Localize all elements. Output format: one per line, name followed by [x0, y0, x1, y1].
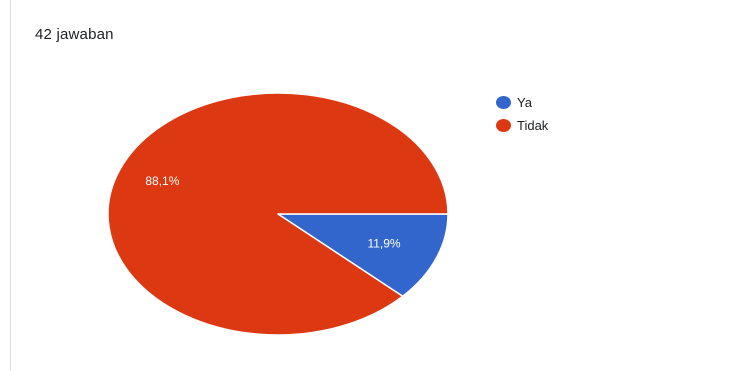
response-count: 42 jawaban: [35, 26, 114, 43]
pie-slice-ya[interactable]: [277, 213, 449, 298]
pie-slice-label-tidak: 88,1%: [145, 174, 179, 188]
legend-item-tidak[interactable]: Tidak: [496, 114, 548, 137]
legend-label-ya: Ya: [517, 95, 532, 110]
legend-label-tidak: Tidak: [517, 118, 549, 133]
legend-color-swatch-ya: [496, 96, 511, 109]
chart-legend: Ya Tidak: [496, 91, 548, 137]
pie-slice-tidak[interactable]: [107, 92, 449, 336]
panel-divider: [10, 0, 11, 371]
legend-item-ya[interactable]: Ya: [496, 91, 548, 114]
pie-slice-label-ya: 11,9%: [367, 237, 400, 251]
legend-color-swatch-tidak: [496, 119, 511, 132]
